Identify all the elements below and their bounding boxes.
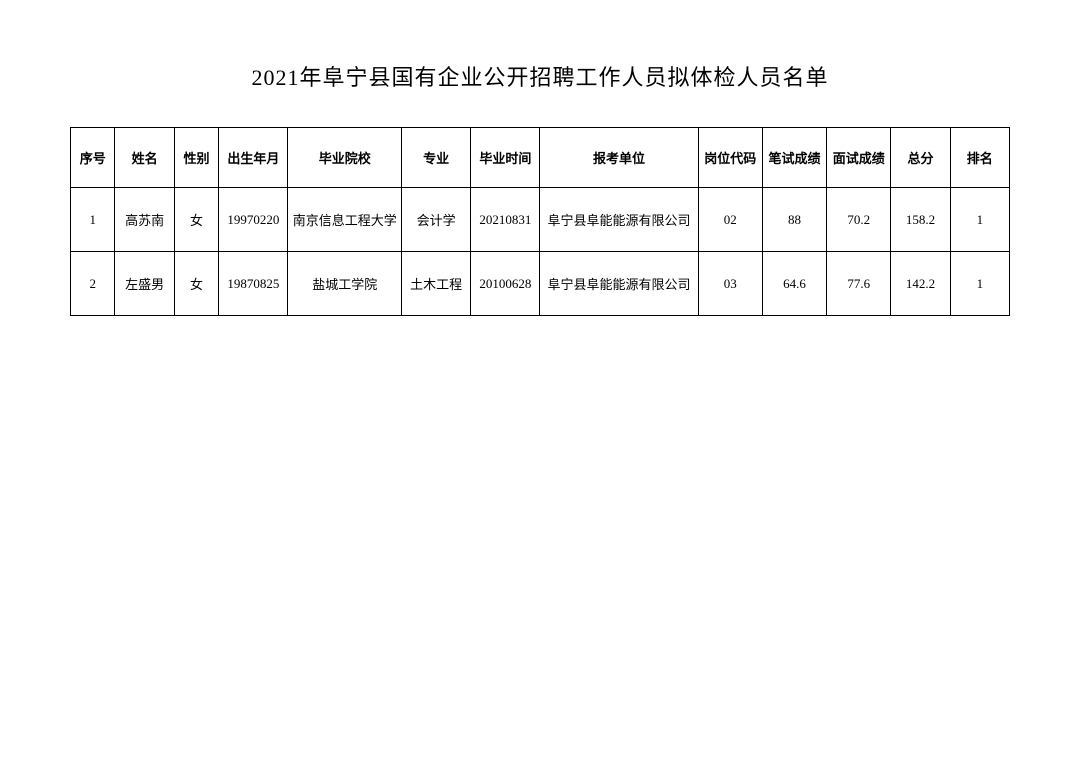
col-header-name: 姓名 [115,128,174,188]
cell-postcode: 03 [698,252,762,316]
cell-name: 左盛男 [115,252,174,316]
cell-gender: 女 [174,252,218,316]
cell-total: 158.2 [891,188,950,252]
cell-interview: 77.6 [827,252,891,316]
cell-major: 土木工程 [402,252,471,316]
cell-major: 会计学 [402,188,471,252]
col-header-gender: 性别 [174,128,218,188]
cell-postcode: 02 [698,188,762,252]
col-header-interview: 面试成绩 [827,128,891,188]
cell-written: 64.6 [762,252,826,316]
col-header-major: 专业 [402,128,471,188]
col-header-rank: 排名 [950,128,1009,188]
cell-birth: 19870825 [219,252,288,316]
cell-seq: 2 [71,252,115,316]
col-header-written: 笔试成绩 [762,128,826,188]
page-title: 2021年阜宁县国有企业公开招聘工作人员拟体检人员名单 [70,60,1010,92]
col-header-total: 总分 [891,128,950,188]
cell-unit: 阜宁县阜能能源有限公司 [540,252,698,316]
table-row: 1 高苏南 女 19970220 南京信息工程大学 会计学 20210831 阜… [71,188,1010,252]
col-header-unit: 报考单位 [540,128,698,188]
candidates-table: 序号 姓名 性别 出生年月 毕业院校 专业 毕业时间 报考单位 岗位代码 笔试成… [70,127,1010,316]
cell-gradtime: 20100628 [471,252,540,316]
cell-rank: 1 [950,252,1009,316]
cell-interview: 70.2 [827,188,891,252]
table-header-row: 序号 姓名 性别 出生年月 毕业院校 专业 毕业时间 报考单位 岗位代码 笔试成… [71,128,1010,188]
cell-total: 142.2 [891,252,950,316]
col-header-postcode: 岗位代码 [698,128,762,188]
col-header-school: 毕业院校 [288,128,402,188]
cell-birth: 19970220 [219,188,288,252]
cell-school: 南京信息工程大学 [288,188,402,252]
cell-name: 高苏南 [115,188,174,252]
cell-written: 88 [762,188,826,252]
cell-seq: 1 [71,188,115,252]
col-header-seq: 序号 [71,128,115,188]
table-row: 2 左盛男 女 19870825 盐城工学院 土木工程 20100628 阜宁县… [71,252,1010,316]
col-header-birth: 出生年月 [219,128,288,188]
cell-rank: 1 [950,188,1009,252]
cell-school: 盐城工学院 [288,252,402,316]
col-header-gradtime: 毕业时间 [471,128,540,188]
cell-unit: 阜宁县阜能能源有限公司 [540,188,698,252]
cell-gender: 女 [174,188,218,252]
cell-gradtime: 20210831 [471,188,540,252]
